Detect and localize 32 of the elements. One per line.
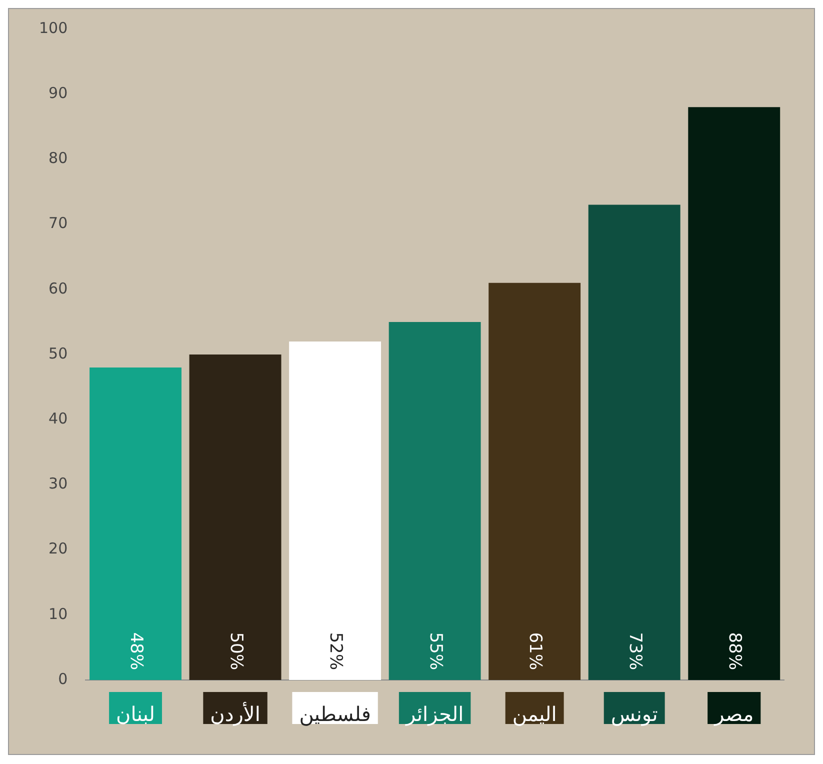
x-tick-label: فلسطين [299, 702, 371, 726]
bar [388, 322, 481, 680]
data-label: 52% [326, 632, 346, 670]
data-label: 48% [126, 632, 146, 670]
bar [688, 107, 780, 680]
y-tick-label: 90 [48, 84, 68, 102]
y-tick-label: 0 [58, 670, 68, 688]
bar [289, 341, 382, 680]
bar [189, 354, 282, 680]
bar [588, 204, 680, 680]
bar [488, 282, 581, 680]
x-tick-label: الأردن [210, 701, 260, 726]
x-tick-label: مصر [714, 702, 754, 726]
x-tick-label: الجزائر [404, 702, 464, 726]
y-tick-label: 10 [48, 604, 68, 623]
x-tick-label: لبنان [116, 702, 155, 726]
data-label: 88% [724, 632, 745, 670]
data-label: 73% [624, 632, 645, 670]
data-label: 50% [226, 632, 246, 670]
bar [90, 368, 182, 680]
x-tick-label: تونس [610, 702, 658, 726]
y-tick-label: 80 [48, 149, 68, 168]
x-tick-label: اليمن [512, 702, 557, 726]
y-tick-label: 30 [48, 474, 68, 493]
y-tick-label: 70 [48, 214, 68, 232]
data-label: 55% [425, 632, 446, 670]
y-tick-label: 20 [48, 540, 68, 558]
y-tick-label: 60 [48, 279, 68, 298]
y-tick-label: 40 [48, 409, 68, 428]
y-tick-label: 50 [48, 344, 68, 362]
y-tick-label: 100 [38, 18, 68, 37]
data-label: 61% [525, 632, 546, 670]
